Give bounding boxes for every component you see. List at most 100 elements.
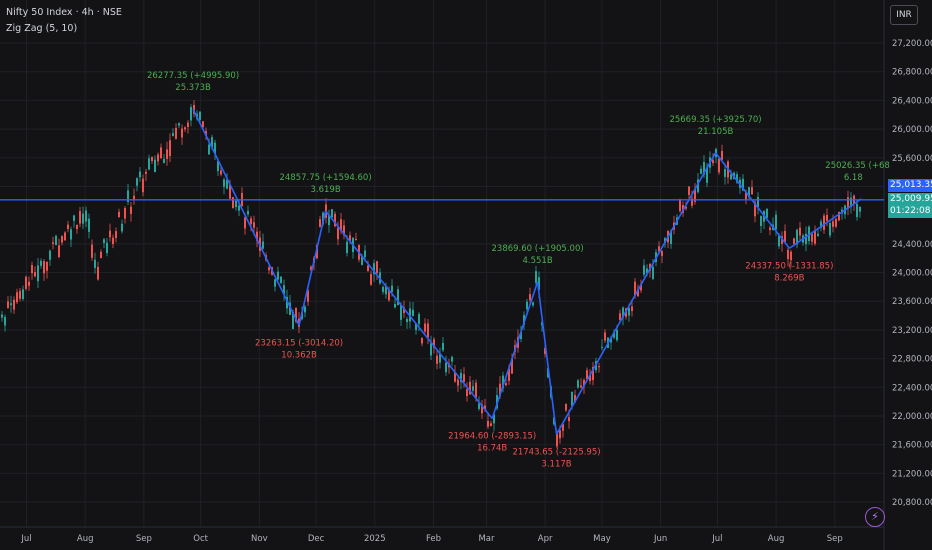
y-tick-label: 26,400.00 bbox=[892, 96, 932, 106]
lightning-icon[interactable]: ⚡ bbox=[865, 507, 885, 527]
candle-body bbox=[859, 206, 861, 212]
candle-body bbox=[310, 266, 312, 271]
candle-body bbox=[532, 302, 534, 306]
candle-body bbox=[415, 323, 417, 331]
candle-body bbox=[553, 417, 555, 425]
candle-body bbox=[760, 216, 762, 226]
candle-body bbox=[127, 190, 129, 202]
candle-body bbox=[37, 265, 39, 282]
candle-body bbox=[616, 330, 618, 341]
candle-body bbox=[1, 314, 3, 318]
candle-body bbox=[586, 370, 588, 380]
candle-body bbox=[745, 192, 747, 201]
candle-body bbox=[769, 227, 771, 231]
candle-body bbox=[280, 276, 282, 283]
candle-body bbox=[622, 307, 624, 318]
candle-body bbox=[631, 306, 633, 312]
candle-body bbox=[349, 235, 351, 241]
candle-body bbox=[703, 161, 705, 175]
candle-body bbox=[391, 285, 393, 292]
candle-body bbox=[736, 174, 738, 183]
candle-body bbox=[766, 208, 768, 218]
candle-body bbox=[61, 235, 63, 243]
candle-body bbox=[487, 421, 489, 427]
candle-body bbox=[742, 178, 744, 191]
candle-body bbox=[253, 222, 255, 228]
currency-button[interactable]: INR bbox=[890, 5, 918, 25]
candle-body bbox=[751, 187, 753, 195]
candle-body bbox=[79, 211, 81, 224]
price-axis[interactable]: 27,200.00 26,800.00 26,400.00 26,000.00 25,6… bbox=[892, 39, 932, 508]
candle-body bbox=[691, 198, 693, 206]
candle-body bbox=[598, 366, 600, 368]
candle-body bbox=[136, 178, 138, 186]
candle-body bbox=[187, 122, 189, 128]
candle-body bbox=[427, 323, 429, 338]
zigzag-segment bbox=[192, 108, 300, 326]
candle-body bbox=[796, 229, 798, 245]
candle-body bbox=[544, 348, 546, 355]
candle-body bbox=[73, 215, 75, 221]
y-tick-label: 20,800.00 bbox=[892, 498, 932, 508]
candle-body bbox=[805, 233, 807, 245]
chart-title: Nifty 50 Index · 4h · NSE bbox=[6, 7, 122, 18]
zigzag-segment bbox=[555, 152, 717, 435]
candle-body bbox=[706, 167, 708, 183]
pivot-label: 21743.65 (-2125.95) bbox=[512, 447, 600, 457]
candle-body bbox=[457, 379, 459, 386]
pivot-volume: 4.551B bbox=[523, 256, 553, 266]
candle-body bbox=[601, 346, 603, 348]
candle-body bbox=[346, 241, 348, 254]
candle-body bbox=[142, 178, 144, 193]
y-tick-label: 22,800.00 bbox=[892, 355, 932, 365]
candle-body bbox=[160, 147, 162, 159]
candle-body bbox=[223, 179, 225, 187]
candle-body bbox=[388, 290, 390, 301]
candle-body bbox=[730, 174, 732, 180]
pivot-volume: 3.117B bbox=[541, 459, 571, 469]
zigzag-segment bbox=[324, 210, 493, 419]
candle-body bbox=[472, 386, 474, 391]
candle-body bbox=[820, 221, 822, 228]
zigzag-segment bbox=[491, 281, 539, 419]
candle-body bbox=[658, 246, 660, 252]
candle-body bbox=[49, 250, 51, 260]
candle-body bbox=[535, 271, 537, 283]
time-axis[interactable]: Jul Aug Sep Oct Nov Dec 2025 Feb Mar Apr May Jun Jul… bbox=[20, 534, 842, 544]
candle-body bbox=[652, 266, 654, 279]
zigzag-segment bbox=[536, 281, 558, 435]
candle-body bbox=[13, 299, 15, 310]
candle-body bbox=[376, 261, 378, 274]
candle-body bbox=[823, 215, 825, 230]
candle-body bbox=[826, 215, 828, 221]
chart-grid bbox=[0, 0, 885, 550]
candle-body bbox=[124, 207, 126, 219]
candle-body bbox=[25, 276, 27, 289]
candle-body bbox=[205, 131, 207, 136]
x-tick-label: Apr bbox=[538, 534, 553, 544]
zigzag-segment bbox=[714, 152, 790, 249]
candle-body bbox=[121, 223, 123, 232]
candle-body bbox=[643, 265, 645, 275]
candle-body bbox=[484, 405, 486, 410]
candle-body bbox=[175, 127, 177, 139]
candle-body bbox=[355, 238, 357, 241]
candle-body bbox=[238, 205, 240, 211]
candle-body bbox=[490, 423, 492, 426]
candle-body bbox=[724, 169, 726, 177]
candle-body bbox=[382, 286, 384, 292]
indicator-legend[interactable]: Zig Zag (5, 10) bbox=[6, 23, 78, 34]
candle-body bbox=[478, 403, 480, 409]
candle-body bbox=[268, 267, 270, 271]
candle-body bbox=[523, 315, 525, 325]
candle-body bbox=[262, 241, 264, 249]
y-tick-label: 26,000.00 bbox=[892, 125, 932, 135]
candle-body bbox=[16, 292, 18, 303]
candle-body bbox=[190, 107, 192, 121]
candle-body bbox=[754, 202, 756, 217]
y-tick-label: 21,600.00 bbox=[892, 441, 932, 451]
y-tick-label: 23,200.00 bbox=[892, 326, 932, 336]
candle-body bbox=[106, 242, 108, 254]
candle-body bbox=[712, 160, 714, 164]
